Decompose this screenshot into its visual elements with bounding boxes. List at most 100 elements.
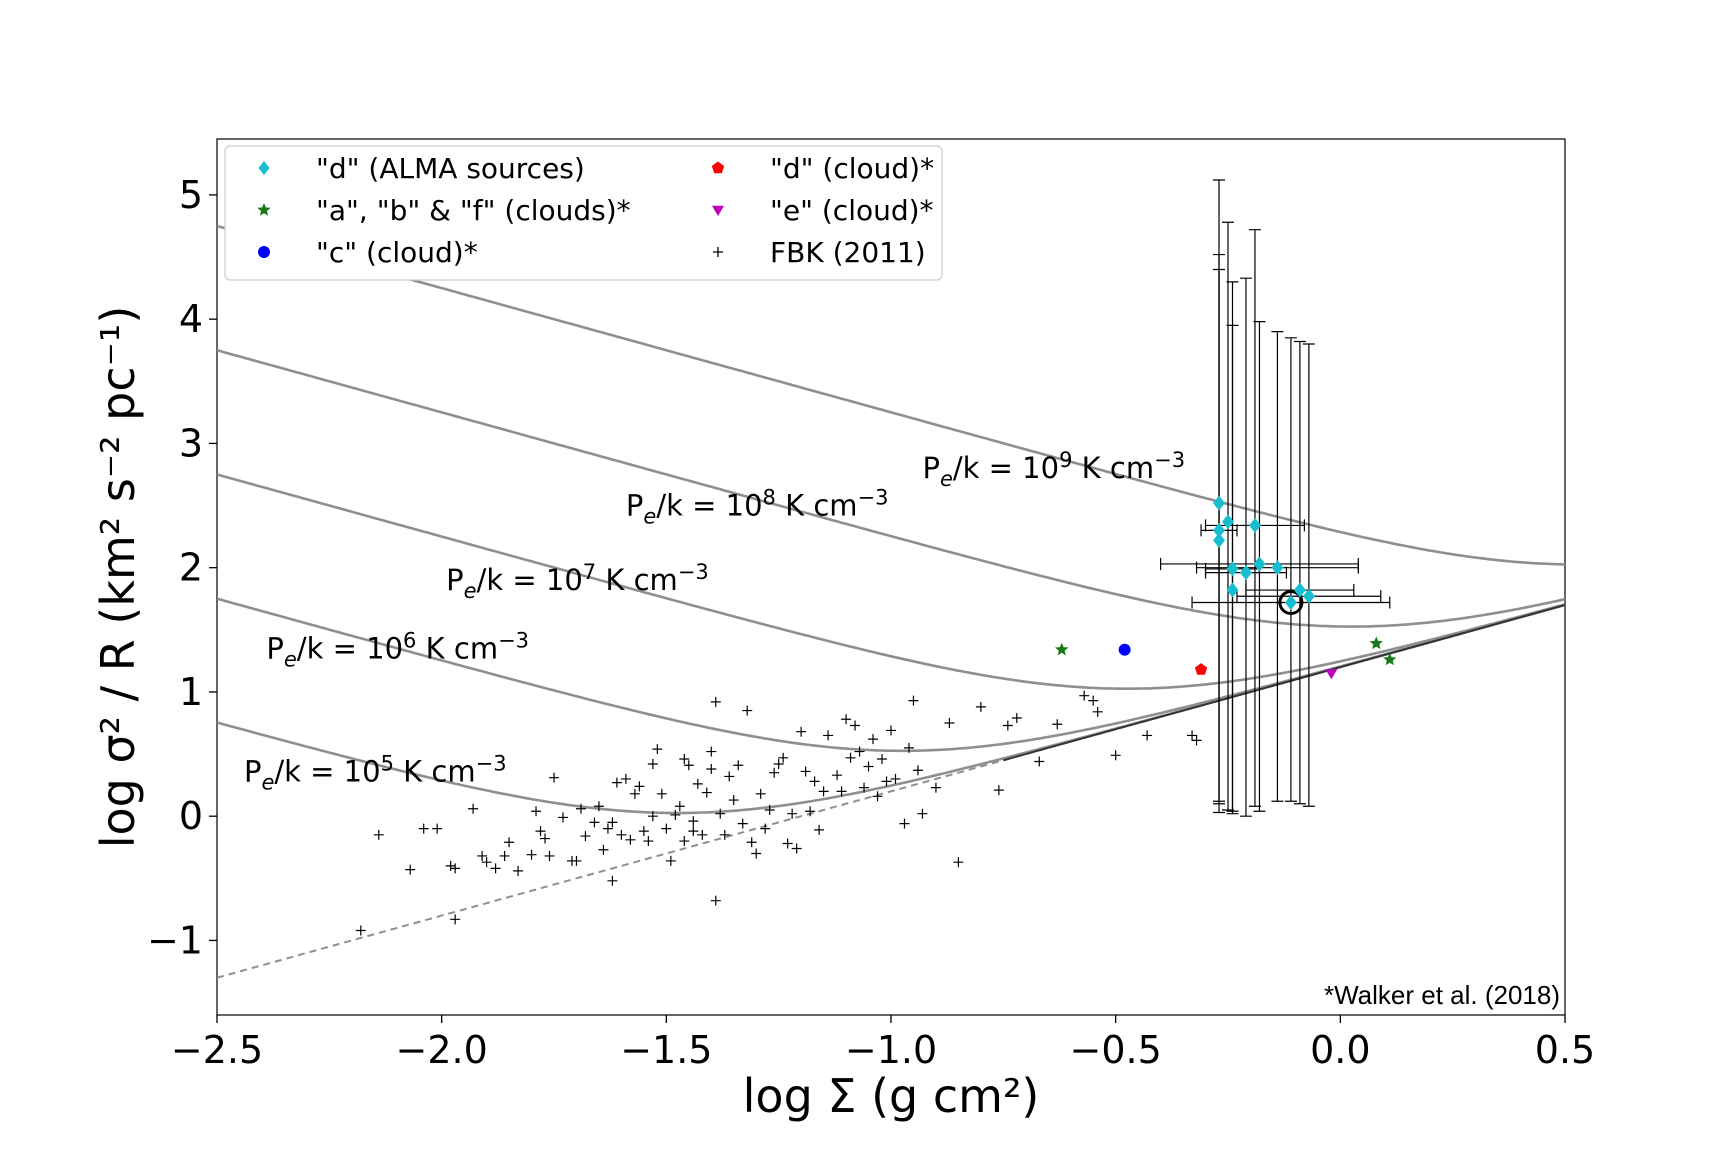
cloud-e-point [1325,669,1338,680]
fbk-point [841,714,852,725]
fbk-point [823,730,834,741]
fbk-point [912,765,923,776]
fbk-point [450,863,461,874]
fbk-point [832,770,843,781]
y-tick-label: 0 [179,794,203,838]
fbk-point [706,763,717,774]
fbk-point [477,850,488,861]
fbk-point [638,826,649,837]
fbk-point [975,701,986,712]
pressure-curve-line [217,473,1565,690]
alma-source-point [1226,582,1239,598]
alma-source-point [1226,561,1239,577]
fbk-point [504,837,515,848]
fbk-point [647,759,658,770]
fbk-point [724,771,735,782]
fbk-point [899,818,910,829]
fbk-point [589,817,600,828]
legend-label: "c" (cloud)* [316,236,478,269]
fbk-point [355,925,366,936]
fbk-point [805,806,816,817]
fbk-point [778,752,789,763]
fbk-point [418,823,429,834]
x-axis-label: log Σ (g cm²) [743,1069,1040,1123]
y-axis-label: log σ² / R (km² s⁻² pc⁻¹) [91,306,145,849]
fbk-point [760,823,771,834]
fbk-point [432,823,443,834]
fbk-point [670,809,681,820]
y-tick-label: 4 [179,297,203,341]
fbk-point [445,860,456,871]
gravity-lines [217,603,1565,979]
fbk-point [652,744,663,755]
fbk-point [944,718,955,728]
fbk-point [373,829,384,840]
fbk-point [886,725,896,736]
pressure-curve-label: Pe/k = 106 K cm−3 [266,628,529,671]
alma-y-error-bar [1302,343,1315,807]
y-tick-label: 5 [179,173,203,217]
fbk-point [791,843,802,854]
y-tick-label: −1 [147,918,203,962]
fbk-point [647,811,658,822]
fbk-point [881,776,892,787]
fbk-point [611,777,622,788]
fbk-point [557,812,568,823]
pressure-curve-line [217,348,1565,628]
fbk-point [755,788,766,799]
x-tick-label: −2.0 [396,1028,488,1072]
cloud-abf-point [1369,636,1383,650]
fbk-point [737,818,748,829]
alma-source-point [1253,556,1266,572]
fbk-point [602,823,613,834]
alma-source-point [1248,517,1261,533]
x-tick-label: −2.5 [171,1028,263,1072]
fbk-point [710,895,721,906]
alma-source-point [1222,514,1234,530]
fbk-point [531,806,542,817]
fbk-point [836,786,847,797]
plot-area [216,138,1566,1016]
fbk-point [859,782,870,793]
legend-label: "d" (ALMA sources) [316,152,585,185]
fbk-point [751,848,762,859]
fbk-point [710,696,721,707]
y-tick-label: 3 [179,421,203,465]
fbk-point [863,761,874,772]
fbk-point [764,804,775,815]
fbk-point [742,705,753,716]
x-axis-ticks: −2.5 −2.0 −1.5 −1.0 −0.5 0.0 0.5 [171,1015,1595,1072]
fbk-point [499,850,510,861]
fbk-point [1187,730,1198,741]
virial-line-solid [1003,603,1565,762]
alma-error-bars [1160,179,1391,817]
x-tick-label: −1.5 [620,1028,712,1072]
y-tick-label: 1 [179,670,203,714]
pressure-curve-label: Pe/k = 109 K cm−3 [922,448,1185,491]
fbk-point [728,795,739,806]
alma-source-point [1302,588,1315,604]
fbk-point [544,850,555,861]
fbk-point [903,742,914,753]
x-tick-label: −0.5 [1070,1028,1162,1072]
alma-source-point [1213,495,1226,511]
alma-source-point [1213,522,1226,538]
fbk-point [683,760,694,771]
alma-source-point [1213,532,1226,548]
pressure-curve-label: Pe/k = 108 K cm−3 [626,485,889,528]
y-tick-label: 2 [179,546,203,590]
legend-marker-plus [713,247,723,257]
fbk-point [1092,706,1103,717]
x-tick-label: 0.0 [1310,1028,1370,1072]
fbk-point [679,836,690,847]
fbk-point [850,720,861,731]
legend-box [224,145,943,281]
fbk-point [665,855,676,866]
fbk-point [490,863,501,874]
fbk-point [481,857,492,868]
fbk-point [661,823,672,834]
fbk-point [787,808,798,819]
fbk-point [526,849,537,860]
fbk-point [917,808,928,819]
fbk-point [953,857,964,868]
